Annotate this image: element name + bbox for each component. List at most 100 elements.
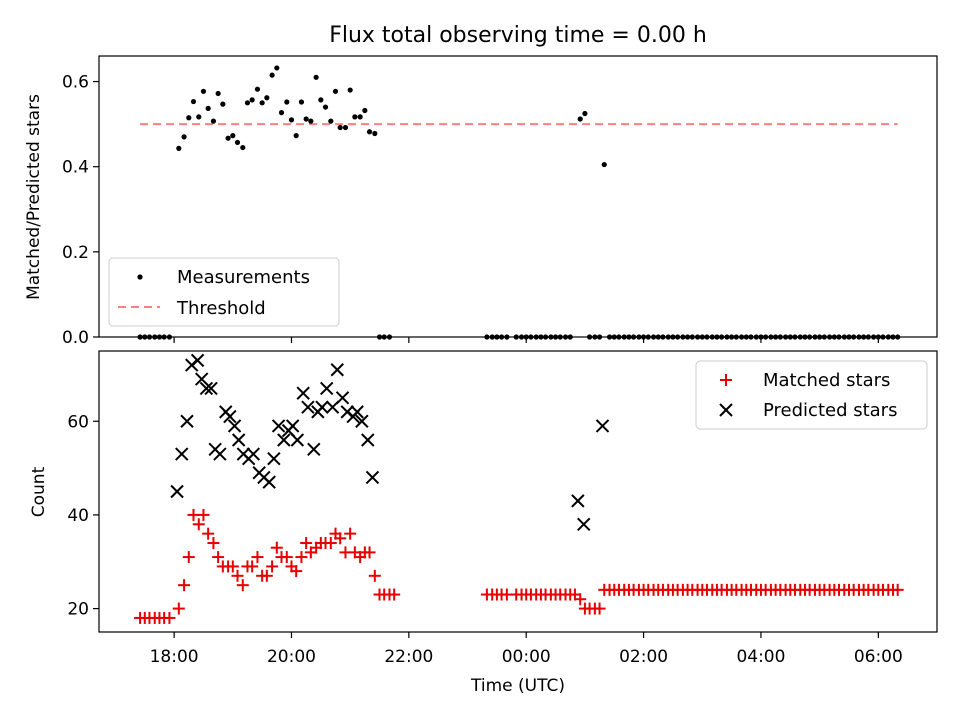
measurement-point	[880, 334, 886, 340]
measurements-legend-label: Measurements	[177, 267, 310, 288]
measurement-point	[313, 74, 319, 80]
measurement-point	[347, 87, 353, 93]
predicted-star-point-b	[199, 381, 214, 396]
predicted-star-point-b	[330, 363, 344, 377]
predicted-star-point-b	[315, 400, 329, 414]
measurement-point	[142, 334, 148, 340]
measurement-point	[342, 124, 349, 131]
measurement-point	[802, 334, 808, 340]
predicted-star-point-b	[271, 419, 286, 433]
predicted-star-point	[296, 386, 310, 400]
predicted-star-point	[285, 419, 300, 433]
matched-star-point	[231, 569, 244, 582]
matched-star-point	[891, 583, 904, 596]
predicted-star-point	[330, 363, 344, 377]
bottom-legend: Matched stars Predicted stars	[695, 360, 928, 430]
measurement-point	[322, 104, 329, 110]
measurement-point	[787, 334, 793, 340]
predicted-star-point	[175, 447, 189, 461]
predicted-legend-cross	[719, 403, 733, 417]
matched-legend-label: Matched stars	[763, 370, 890, 391]
matched-star-point	[251, 551, 264, 564]
measurement-point	[166, 334, 173, 340]
measurement-point	[871, 334, 877, 340]
figure-title: Flux total observing time = 0.00 h	[329, 23, 707, 48]
matched-star-point	[295, 551, 308, 564]
measurement-point	[631, 334, 637, 340]
measurement-point	[699, 334, 705, 340]
measurement-point	[738, 334, 745, 340]
predicted-star-point	[290, 433, 305, 447]
predicted-star-point	[361, 433, 375, 447]
measurement-point	[851, 334, 857, 340]
measurement-point	[601, 161, 607, 168]
measurement-point	[768, 334, 774, 340]
measurement-point	[264, 95, 270, 101]
bottom-y-tick-label: 60	[67, 412, 89, 432]
measurement-point	[376, 334, 383, 340]
x-tick-label: 22:00	[384, 647, 433, 667]
matched-star-point	[574, 593, 587, 606]
predicted-star-point-b	[262, 475, 276, 489]
measurement-point	[626, 334, 632, 340]
measurement-point	[484, 334, 490, 340]
predicted-legend-label: Predicted stars	[763, 400, 897, 421]
matched-star-point	[324, 537, 337, 550]
matched-star-point	[368, 569, 381, 582]
measurement-point	[640, 334, 647, 340]
measurement-point	[797, 334, 803, 340]
predicted-star-point-b	[577, 517, 591, 531]
measurement-point	[337, 124, 343, 131]
measurement-point	[303, 116, 309, 122]
matched-star-point	[163, 611, 176, 624]
measurement-point	[278, 110, 285, 116]
bottom-x-axis: 18:00 20:00 22:00 00:00 02:00 04:00 06:00	[150, 632, 903, 667]
predicted-star-point	[335, 391, 350, 405]
measurement-point	[719, 334, 725, 340]
measurement-point	[538, 334, 544, 340]
measurement-point	[812, 334, 818, 340]
measurement-point	[660, 334, 666, 340]
predicted-star-point-b	[290, 433, 305, 447]
measurement-point	[513, 334, 519, 340]
measurement-point	[240, 144, 246, 151]
predicted-star-point	[213, 447, 227, 461]
matched-star-point	[197, 508, 210, 521]
bottom-y-tick-label: 40	[67, 506, 89, 526]
measurement-point	[675, 334, 681, 340]
x-tick-label: 06:00	[854, 647, 903, 667]
measurement-point	[200, 88, 207, 94]
measurement-point	[274, 65, 280, 71]
measurement-point	[504, 334, 510, 340]
measurement-point	[890, 334, 896, 340]
matched-star-point	[280, 551, 293, 564]
predicted-star-point-b	[365, 470, 380, 485]
matched-star-point	[270, 541, 283, 554]
predicted-star-point	[319, 381, 334, 396]
measurement-point	[680, 334, 686, 340]
measurement-point	[792, 334, 798, 340]
measurement-point	[332, 88, 339, 94]
measurement-point	[362, 107, 368, 114]
bottom-legend-box	[695, 360, 928, 430]
matched-legend-plus	[720, 374, 732, 386]
measurement-point	[596, 334, 603, 340]
top-legend-box	[108, 257, 340, 327]
measurement-point	[743, 334, 749, 340]
measurement-point	[298, 99, 305, 105]
measurements-legend-marker	[137, 274, 143, 280]
measurement-point	[689, 334, 695, 340]
measurement-point	[225, 135, 231, 141]
measurement-point	[254, 86, 261, 92]
matched-star-point	[593, 602, 606, 615]
measurement-point	[518, 334, 525, 340]
measurement-point	[352, 114, 358, 120]
matched-star-point	[226, 560, 239, 573]
matched-star-point	[334, 532, 347, 545]
measurement-point	[498, 334, 505, 340]
measurement-point	[176, 145, 182, 151]
predicted-star-point-b	[571, 494, 585, 508]
measurement-point	[548, 334, 554, 340]
matched-legend-marker	[720, 374, 732, 386]
predicted-star-point	[190, 353, 205, 368]
